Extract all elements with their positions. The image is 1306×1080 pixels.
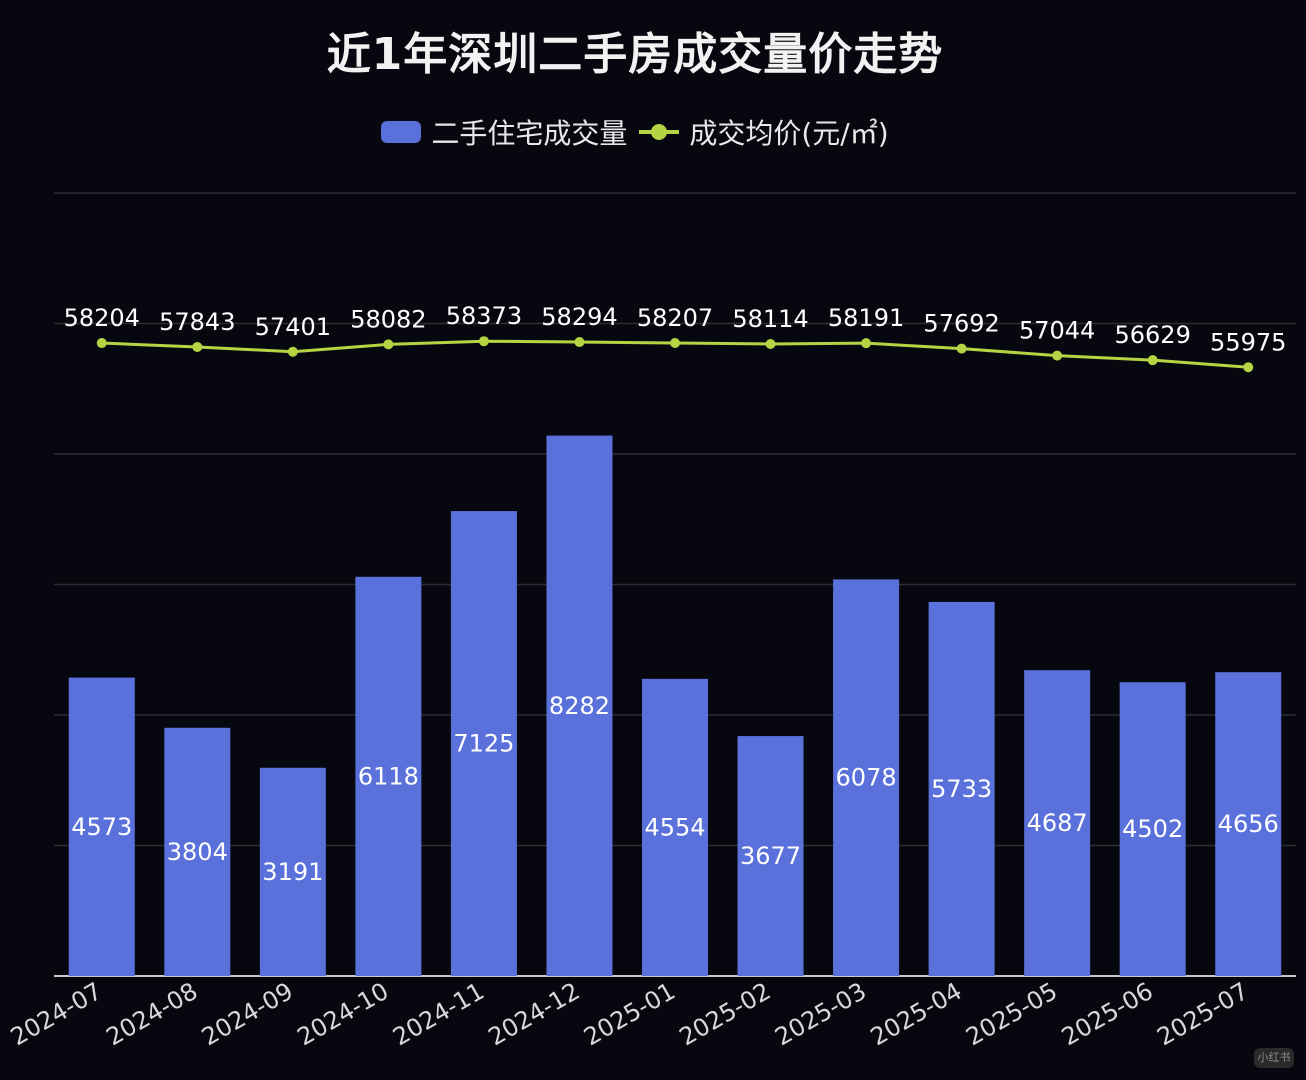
bar-value-label: 4573 — [71, 813, 132, 841]
x-tick-label: 2024-09 — [197, 977, 298, 1051]
bar-volume-2025-07 — [1215, 672, 1282, 976]
chart-title: 近1年深圳二手房成交量价走势 — [326, 29, 944, 80]
price-point-2025-02 — [765, 339, 776, 350]
bar-value-label: 8282 — [549, 692, 610, 720]
bar-value-label: 7125 — [453, 730, 514, 758]
legend: 二手住宅成交量 成交均价(元/㎡) — [0, 112, 1270, 152]
x-tick-label: 2024-12 — [484, 977, 585, 1051]
x-tick-label: 2024-07 — [6, 977, 107, 1051]
price-point-2025-05 — [1052, 350, 1063, 361]
bar-value-label: 3191 — [262, 858, 323, 886]
bar-volume-2024-08 — [164, 727, 231, 976]
bar-volume-2024-09 — [259, 767, 326, 976]
bar-volume-2025-02 — [737, 736, 804, 976]
price-point-2025-01 — [670, 337, 680, 348]
legend-item-price[interactable]: 成交均价(元/㎡) — [639, 112, 889, 152]
watermark-logo: 小红书 — [1254, 1048, 1294, 1068]
legend-line-swatch — [639, 121, 680, 143]
x-tick-label: 2025-03 — [770, 977, 871, 1051]
bar-value-label: 4656 — [1218, 810, 1279, 838]
bar-value-label: 5733 — [931, 775, 992, 803]
x-tick-label: 2025-07 — [1152, 977, 1253, 1051]
bar-volume-2025-03 — [833, 579, 900, 976]
bar-value-label: 3804 — [167, 838, 228, 866]
price-value-label: 58191 — [828, 304, 904, 332]
price-point-2024-09 — [287, 346, 298, 357]
price-point-2025-07 — [1243, 362, 1254, 373]
price-value-label: 58207 — [637, 304, 713, 332]
bar-value-label: 4687 — [1027, 809, 1088, 837]
price-value-label: 58114 — [732, 305, 808, 333]
x-tick-label: 2025-05 — [961, 977, 1062, 1051]
legend-label-volume: 二手住宅成交量 — [431, 117, 628, 150]
legend-item-volume[interactable]: 二手住宅成交量 — [381, 112, 627, 152]
price-point-2025-04 — [956, 343, 967, 354]
bar-volume-2025-01 — [642, 678, 708, 976]
price-point-2024-10 — [383, 339, 394, 350]
bar-value-label: 6118 — [358, 762, 419, 790]
bar-value-label: 3677 — [740, 842, 801, 870]
bar-volume-2024-12 — [546, 435, 613, 976]
price-point-2024-11 — [478, 336, 489, 347]
bar-value-label: 6078 — [836, 764, 897, 792]
bar-volume-2024-10 — [355, 576, 422, 976]
price-value-label: 56629 — [1115, 321, 1191, 349]
bar-volume-2025-06 — [1119, 682, 1186, 976]
price-value-label: 58204 — [64, 304, 140, 332]
x-tick-label: 2025-06 — [1057, 977, 1158, 1051]
x-tick-label: 2025-01 — [579, 977, 680, 1051]
bar-volume-2024-11 — [450, 511, 517, 976]
price-value-label: 58294 — [541, 303, 617, 331]
price-value-label: 55975 — [1210, 328, 1286, 356]
price-value-label: 57044 — [1019, 317, 1095, 345]
legend-bar-swatch — [381, 121, 422, 143]
bar-volume-2024-07 — [68, 677, 135, 976]
x-tick-label: 2025-02 — [675, 977, 776, 1051]
price-point-2025-06 — [1147, 355, 1158, 366]
price-point-2024-07 — [96, 338, 107, 349]
price-point-2024-08 — [192, 341, 203, 352]
bar-volume-2025-05 — [1024, 670, 1091, 976]
price-value-label: 58373 — [446, 302, 522, 330]
price-value-label: 57843 — [159, 308, 235, 336]
price-value-label: 57692 — [923, 310, 999, 338]
bar-value-label: 4502 — [1122, 815, 1183, 843]
x-tick-label: 2024-11 — [388, 977, 489, 1051]
bar-value-label: 4554 — [644, 813, 705, 841]
x-tick-label: 2024-08 — [101, 977, 202, 1051]
bar-volume-2025-04 — [928, 601, 995, 976]
price-point-2024-12 — [574, 337, 585, 348]
x-tick-label: 2024-10 — [293, 977, 394, 1051]
legend-label-price: 成交均价(元/㎡) — [689, 117, 889, 150]
x-tick-label: 2025-04 — [866, 977, 967, 1051]
price-value-label: 57401 — [255, 313, 331, 341]
price-point-2025-03 — [861, 338, 872, 349]
price-value-label: 58082 — [350, 305, 426, 333]
